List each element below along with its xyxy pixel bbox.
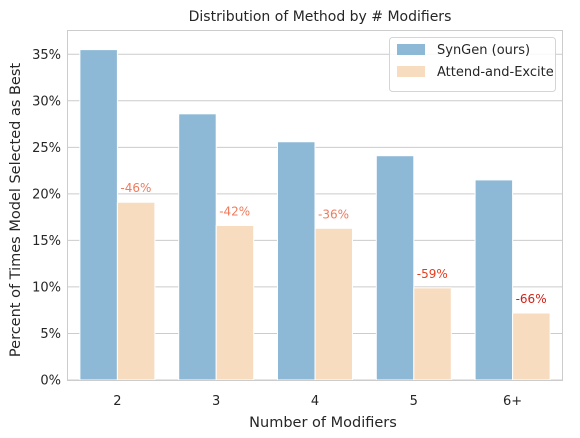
y-tick-label: 0% — [40, 374, 61, 389]
legend-frame — [389, 37, 556, 92]
x-tick-label: 5 — [410, 394, 418, 409]
bar-syngen — [277, 141, 316, 381]
bars — [79, 49, 551, 381]
percent-change-label: -59% — [417, 267, 448, 281]
bar-syngen — [375, 155, 415, 381]
legend: SynGen (ours) Attend-and-Excite — [389, 37, 556, 92]
percent-change-label: -46% — [120, 181, 151, 195]
percent-change-label: -36% — [318, 207, 349, 221]
x-tick-label: 6+ — [503, 394, 522, 409]
x-tick-labels: 2 3 4 5 6+ — [113, 394, 522, 409]
y-tick-label: 5% — [40, 327, 61, 342]
legend-label: Attend-and-Excite — [437, 65, 554, 80]
bar-attend-and-excite — [413, 287, 452, 381]
legend-swatch — [397, 44, 425, 55]
legend-label: SynGen (ours) — [437, 43, 530, 58]
bar-syngen — [79, 49, 118, 381]
x-tick-label: 4 — [311, 394, 319, 409]
percent-change-label: -66% — [516, 292, 547, 306]
y-tick-labels: 0% 5% 10% 15% 20% 25% 30% 35% — [32, 48, 61, 389]
y-tick-label: 10% — [32, 280, 61, 295]
x-axis-label: Number of Modifiers — [249, 415, 397, 431]
x-tick-label: 3 — [212, 394, 220, 409]
bar-attend-and-excite — [512, 312, 551, 381]
bar-attend-and-excite — [314, 227, 353, 381]
y-tick-label: 20% — [32, 187, 61, 202]
chart-title: Distribution of Method by # Modifiers — [189, 9, 452, 25]
y-tick-label: 30% — [32, 94, 61, 109]
plot-frame — [67, 30, 563, 381]
percent-change-label: -42% — [219, 205, 250, 219]
bar-attend-and-excite — [215, 225, 255, 381]
y-tick-label: 15% — [32, 234, 61, 249]
bar-syngen — [474, 179, 514, 381]
legend-swatch — [397, 66, 425, 77]
y-tick-label: 35% — [32, 48, 61, 63]
y-axis-label: Percent of Times Model Selected as Best — [8, 63, 24, 357]
bar-attend-and-excite — [116, 201, 156, 381]
y-tick-label: 25% — [32, 141, 61, 156]
annotations: -46% -42% -36% -59% -66% — [120, 181, 546, 306]
bar-syngen — [178, 113, 217, 381]
x-tick-label: 2 — [113, 394, 121, 409]
